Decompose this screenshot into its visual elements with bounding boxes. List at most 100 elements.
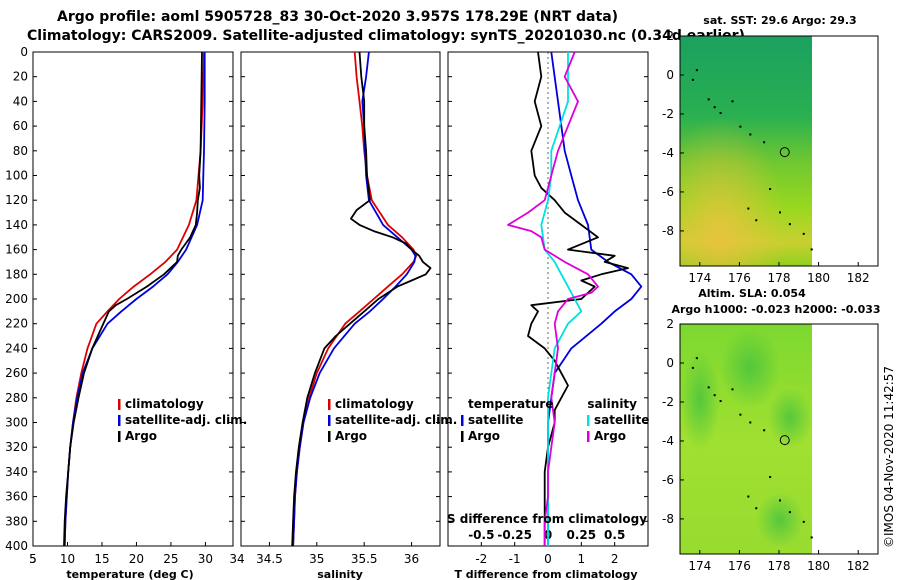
- salinity-plot: 34.5 35 35.5 36: [241, 51, 440, 566]
- x-tick-label: 34: [229, 552, 244, 566]
- legend-label-argo: Argo: [125, 429, 157, 443]
- island-marker: [695, 69, 698, 72]
- island-marker: [802, 232, 805, 235]
- island-marker: [707, 98, 710, 101]
- depth-tick-label: 180: [5, 267, 28, 281]
- depth-tick-label: 220: [5, 317, 28, 331]
- x2-tick-label: 0.25: [567, 528, 597, 542]
- island-marker: [755, 219, 758, 222]
- lon-tick-label: 178: [768, 271, 791, 285]
- x-tick-label: 5: [29, 552, 37, 566]
- lat-tick-label: 0: [666, 356, 674, 370]
- sla-map-blob: [680, 350, 720, 450]
- series-line-satellite-adj-clim-: [292, 51, 417, 547]
- island-marker: [779, 211, 781, 214]
- x-tick-label: 15: [94, 552, 109, 566]
- sst-map-warm-area: [680, 36, 812, 266]
- x-tick-label: 35.5: [351, 552, 378, 566]
- legend-label-argo: Argo: [335, 429, 367, 443]
- legend-swatch-sal-satellite: [587, 415, 590, 426]
- series-line-salinity-satellite: [540, 52, 583, 546]
- temperature-plot-frame: [32, 51, 234, 547]
- depth-tick-label: 260: [5, 366, 28, 380]
- island-marker: [788, 511, 791, 514]
- sla-map-ticks: 174 176 178 180 182 2 0 -2 -4 -6 -8: [662, 317, 870, 573]
- legend-swatch-argo: [118, 431, 121, 442]
- legend-label-satellite: satellite-adj. clim.: [335, 413, 457, 427]
- series-line-argo: [63, 51, 203, 547]
- sla-map-blob: [720, 328, 780, 408]
- x2-tick-label: -0.25: [497, 528, 532, 542]
- depth-tick-label: 80: [13, 144, 28, 158]
- island-marker: [763, 141, 766, 144]
- island-marker: [713, 394, 716, 397]
- island-marker: [749, 421, 752, 424]
- depth-tick-label: 120: [5, 193, 28, 207]
- legend-title-temperature: temperature: [468, 397, 553, 411]
- salinity-legend: climatology satellite-adj. clim. Argo: [328, 397, 457, 443]
- series-line-argo: [291, 51, 432, 547]
- island-marker: [713, 106, 716, 109]
- island-marker: [731, 388, 734, 391]
- x-tick-label: 5: [29, 552, 37, 566]
- depth-tick-label: 320: [5, 440, 28, 454]
- island-marker: [769, 476, 772, 479]
- sla-map-coastline: [691, 357, 813, 539]
- credit-text: ©IMOS 04-Nov-2020 11:42:57: [882, 366, 896, 548]
- legend-label-temp-argo: Argo: [468, 429, 500, 443]
- salinity-xlabel: salinity: [317, 568, 363, 580]
- island-marker: [788, 223, 791, 226]
- island-marker: [810, 536, 813, 539]
- island-marker: [769, 188, 772, 191]
- depth-tick-label: 100: [5, 169, 28, 183]
- island-marker: [731, 100, 734, 103]
- island-marker: [739, 413, 742, 416]
- lon-tick-label: 174: [688, 559, 711, 573]
- depth-tick-label: 160: [5, 243, 28, 257]
- series-line-temperature-satellite: [547, 51, 643, 546]
- temperature-legend: climatology satellite-adj. clim. Argo: [118, 397, 247, 443]
- lat-tick-label: 2: [666, 29, 674, 43]
- depth-tick-label: 360: [5, 490, 28, 504]
- x-tick-label: 0: [544, 552, 552, 566]
- lon-tick-label: 180: [807, 271, 830, 285]
- depth-tick-label: 0: [20, 45, 28, 59]
- island-marker: [755, 507, 758, 510]
- legend-label-temp-satellite: satellite: [468, 413, 523, 427]
- x-tick-label: 35: [309, 552, 324, 566]
- lon-tick-label: 176: [728, 559, 751, 573]
- island-marker: [747, 207, 750, 210]
- lat-tick-label: 2: [666, 317, 674, 331]
- sst-map: 174 176 178 180 182 2 0 -2 -4 -6 -8: [662, 29, 879, 285]
- sst-map-coastline: [691, 69, 813, 251]
- x-tick-label: 2: [611, 552, 619, 566]
- lat-tick-label: -6: [662, 473, 674, 487]
- difference-legend: temperature salinity satellite Argo sate…: [461, 397, 649, 443]
- x-tick-label: 30: [198, 552, 213, 566]
- legend-label-satellite: satellite-adj. clim.: [125, 413, 247, 427]
- depth-tick-label: 380: [5, 514, 28, 528]
- series-line-satellite-adj-clim-: [63, 52, 206, 547]
- lon-tick-label: 174: [688, 271, 711, 285]
- difference-xlabel: T difference from climatology: [454, 568, 637, 580]
- series-line-temperature-argo: [527, 51, 629, 546]
- island-marker: [749, 133, 752, 136]
- legend-swatch-satellite: [328, 415, 331, 426]
- lat-tick-label: -6: [662, 185, 674, 199]
- x-tick-label: 25: [163, 552, 178, 566]
- title-line-2: Climatology: CARS2009. Satellite-adjuste…: [27, 28, 745, 44]
- legend-swatch-satellite: [118, 415, 121, 426]
- temperature-plot: 5 10 15 20 25 305 34: [29, 51, 245, 566]
- legend-label-sal-argo: Argo: [594, 429, 626, 443]
- temperature-xlabel: temperature (deg C): [66, 568, 193, 580]
- series-line-climatology: [292, 51, 418, 547]
- island-marker: [707, 386, 710, 389]
- lat-tick-label: 0: [666, 68, 674, 82]
- x-tick-label: -1: [509, 552, 521, 566]
- sla-map-title-1: Altim. SLA: 0.054: [698, 287, 806, 300]
- difference-plot: -2 -1 0 1 2-0.5 -0.25 0 0.25 0.5: [448, 51, 648, 566]
- island-marker: [747, 495, 750, 498]
- depth-tick-label: 280: [5, 391, 28, 405]
- island-marker: [763, 429, 766, 432]
